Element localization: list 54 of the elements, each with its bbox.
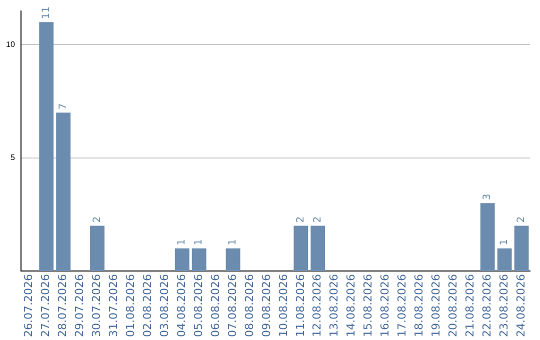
x-tick-label: 21.08.2026 [463,274,476,338]
bar [480,203,495,272]
bar [226,248,240,272]
bar [90,226,104,272]
x-tick-label: 14.08.2026 [344,274,358,338]
x-tick-label: 16.08.2026 [378,274,392,338]
x-tick-label: 02.08.2026 [141,274,154,338]
x-tick-label: 28.07.2026 [56,274,70,338]
bar [294,226,308,272]
data-label: 1 [176,239,188,246]
bar [39,22,54,272]
data-label: 1 [194,239,205,246]
bar [192,248,206,272]
x-tick-label: 23.08.2026 [497,274,510,338]
x-tick-label: 01.08.2026 [124,274,138,338]
x-tick-label: 19.08.2026 [430,274,443,338]
x-tick-label: 10.08.2026 [276,274,290,338]
data-label: 1 [228,239,239,246]
x-tick-label: 30.07.2026 [90,274,104,338]
x-tick-label: 08.08.2026 [242,274,256,338]
x-tick-label: 09.08.2026 [260,274,273,338]
x-tick-label: 26.07.2026 [22,274,36,338]
x-tick-label: 27.07.2026 [39,274,52,338]
data-label: 2 [312,216,324,223]
data-label: 2 [296,216,306,223]
x-tick-label: 05.08.2026 [192,274,205,338]
x-tick-label: 17.08.2026 [396,274,409,338]
x-tick-label: 24.08.2026 [514,274,528,338]
bar [56,112,71,272]
bar [174,248,190,272]
data-label: 1 [499,239,510,246]
x-tick-label: 31.07.2026 [107,274,120,338]
data-label: 11 [40,6,52,20]
bar [497,248,512,272]
bar [310,226,326,272]
data-label: 2 [516,216,528,223]
x-tick-label: 18.08.2026 [412,274,426,338]
x-tick-label: 20.08.2026 [446,274,460,338]
x-tick-label: 22.08.2026 [480,274,494,338]
x-tick-label: 15.08.2026 [362,274,375,338]
x-tick-label: 11.08.2026 [294,274,307,338]
x-tick-label: 03.08.2026 [158,274,172,338]
x-tick-label: 04.08.2026 [174,274,188,338]
y-tick-label: 10 [6,40,16,49]
data-label: 7 [58,103,69,110]
x-tick-label: 12.08.2026 [310,274,324,338]
data-label: 3 [482,194,494,200]
x-tick-label: 29.07.2026 [73,274,86,338]
data-label: 2 [92,216,103,223]
x-tick-label: 07.08.2026 [226,274,239,338]
y-tick-label: 5 [10,153,16,162]
x-tick-label: 06.08.2026 [208,274,222,338]
x-tick-label: 13.08.2026 [328,274,341,338]
bar [514,226,529,272]
